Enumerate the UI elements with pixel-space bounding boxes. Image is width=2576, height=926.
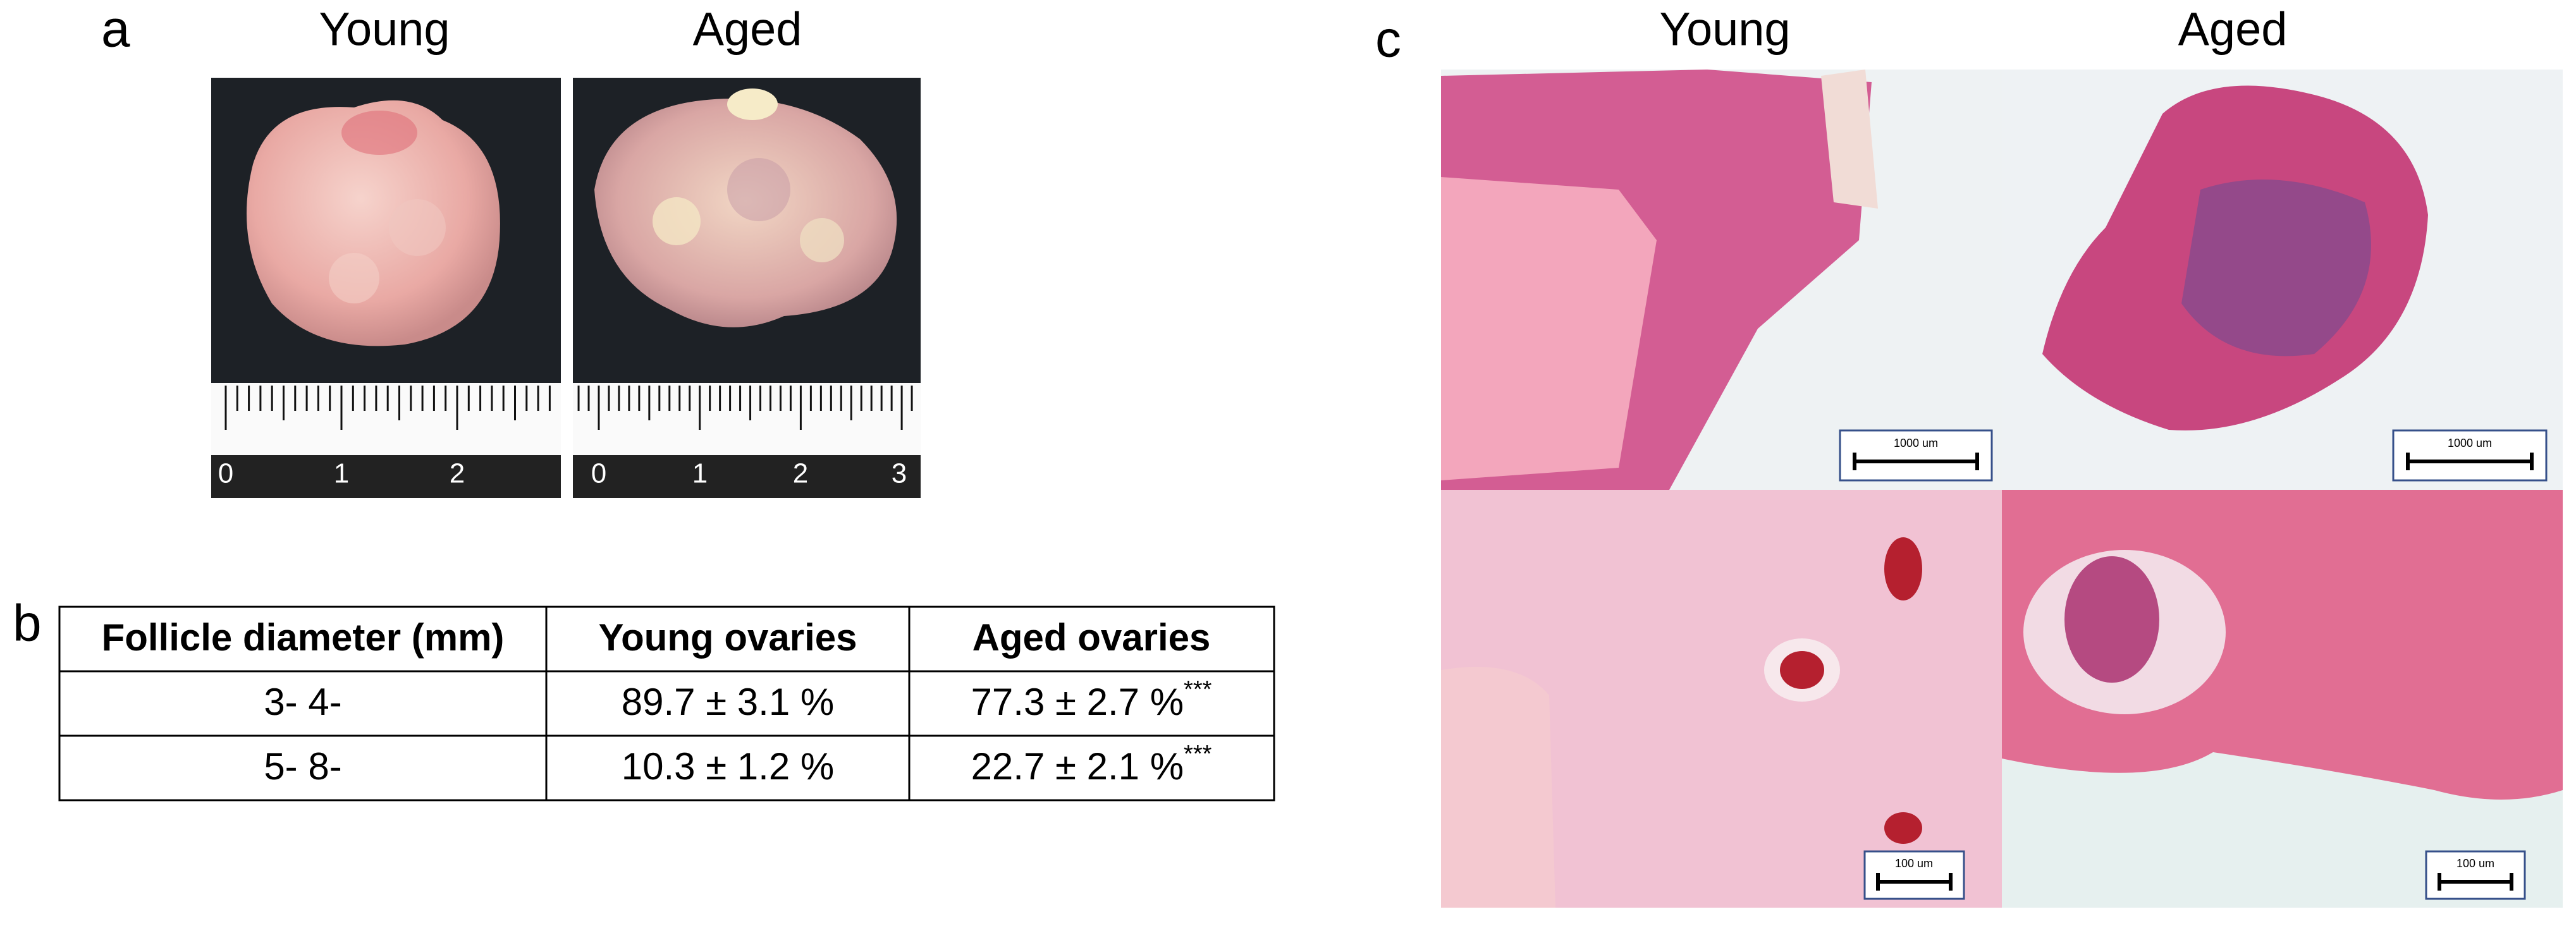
column-header: Young — [1659, 3, 1790, 56]
histology-image — [1441, 70, 2002, 490]
table-cell: 22.7 ± 2.1 %*** — [971, 741, 1212, 788]
scale-bar: 1000 um — [2392, 429, 2548, 482]
table — [58, 606, 1275, 801]
cell-value: 77.3 ± 2.7 % — [971, 681, 1184, 723]
histology-image — [2002, 490, 2563, 908]
histology-image — [1441, 490, 2002, 908]
column-header: Young — [319, 3, 450, 56]
scale-bar-label: 1000 um — [2448, 437, 2492, 449]
ovary-photo: 0 1 2 — [211, 78, 561, 498]
scale-bar-label: 1000 um — [1894, 437, 1938, 449]
table-cell: 3- 4- — [264, 681, 341, 723]
ruler-number: 3 — [892, 458, 907, 489]
panel-label: c — [1375, 11, 1401, 68]
column-header: Aged — [693, 3, 802, 56]
panel-label: a — [101, 1, 130, 58]
table-cell: 89.7 ± 3.1 % — [622, 681, 834, 723]
column-header: Aged — [2178, 3, 2288, 56]
table-header: Aged ovaries — [972, 616, 1211, 659]
scale-bar-label: 100 um — [1895, 857, 1933, 870]
ovary-photo: 0 1 2 3 — [573, 78, 921, 498]
table-header: Follicle diameter (mm) — [102, 616, 505, 659]
ruler-number: 0 — [218, 458, 233, 489]
table-cell: 5- 8- — [264, 745, 341, 788]
ruler-number: 0 — [591, 458, 606, 489]
panel-label: b — [13, 595, 42, 652]
table-cell: 77.3 ± 2.7 %*** — [971, 676, 1212, 723]
significance: *** — [1184, 741, 1212, 767]
ruler-number: 2 — [450, 458, 465, 489]
significance: *** — [1184, 676, 1212, 703]
scale-bar: 1000 um — [1839, 429, 1993, 482]
ruler-number: 1 — [334, 458, 349, 489]
ruler-number: 2 — [793, 458, 808, 489]
scale-bar-label: 100 um — [2456, 857, 2494, 870]
ruler-number: 1 — [692, 458, 708, 489]
scale-bar: 100 um — [1863, 850, 1965, 900]
histology-image — [2002, 70, 2563, 490]
scale-bar: 100 um — [2425, 850, 2526, 900]
table-header: Young ovaries — [599, 616, 857, 659]
cell-value: 22.7 ± 2.1 % — [971, 745, 1184, 788]
table-cell: 10.3 ± 1.2 % — [622, 745, 834, 788]
